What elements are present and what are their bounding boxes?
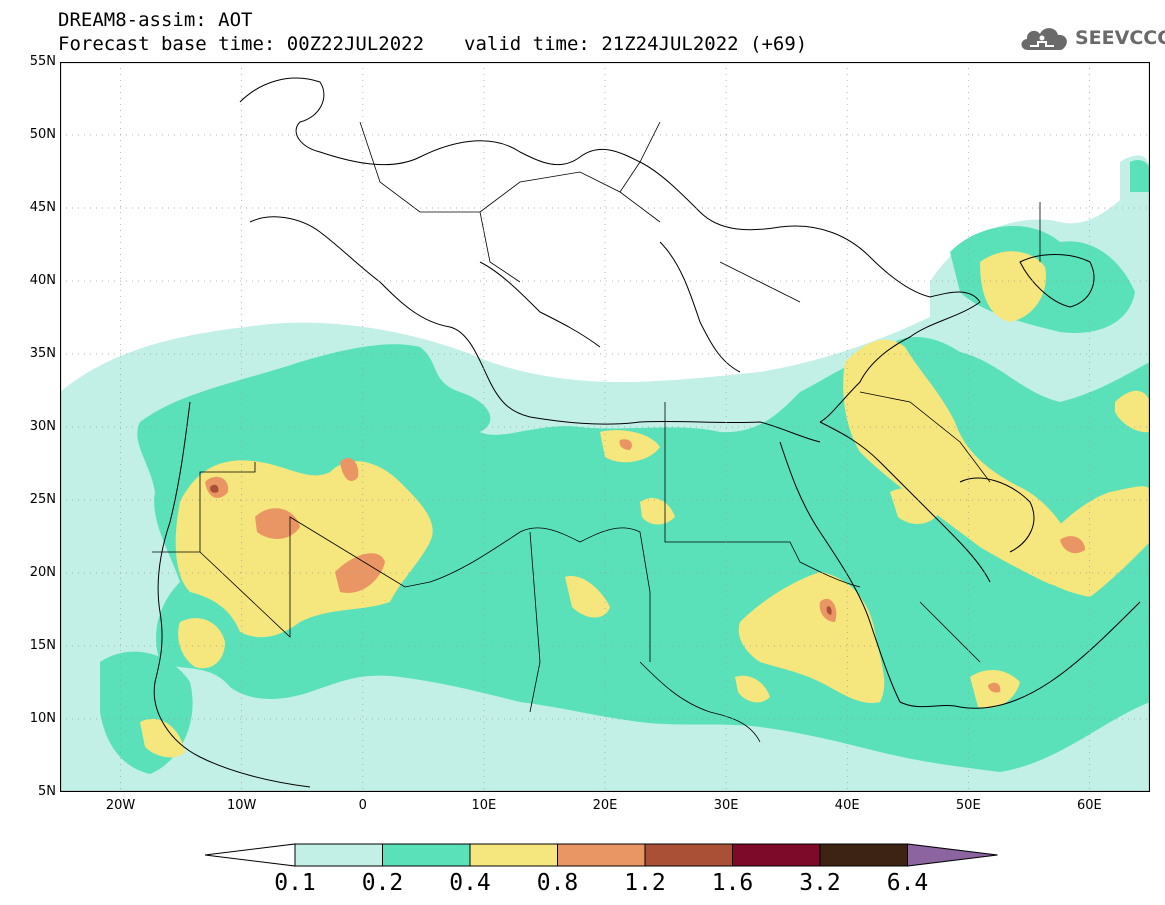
seevccc-logo: SEEVCCC bbox=[1018, 22, 1165, 54]
colorbar-label: 0.2 bbox=[362, 870, 404, 896]
colorbar-label: 1.6 bbox=[712, 870, 754, 896]
lat-label: 5N bbox=[38, 784, 56, 799]
lon-label: 50E bbox=[955, 798, 981, 813]
colorbar: 0.1 0.2 0.4 0.8 1.2 1.6 3.2 6.4 bbox=[205, 843, 998, 896]
lat-label: 50N bbox=[29, 127, 56, 142]
colorbar-segment bbox=[819, 843, 908, 867]
colorbar-label: 0.4 bbox=[449, 870, 491, 896]
colorbar-segment bbox=[294, 843, 383, 867]
chart-subtitle: Forecast base time: 00Z22JUL2022 valid ti… bbox=[58, 35, 807, 54]
aot-shading-0-4 bbox=[140, 251, 1150, 758]
lat-label: 45N bbox=[29, 200, 56, 215]
lon-label: 20W bbox=[105, 798, 136, 813]
colorbar-label: 0.1 bbox=[274, 870, 316, 896]
colorbar-segment bbox=[557, 843, 646, 867]
lat-label: 40N bbox=[29, 273, 56, 288]
aot-map bbox=[60, 62, 1150, 792]
colorbar-segment bbox=[732, 843, 821, 867]
lon-label: 40E bbox=[834, 798, 860, 813]
colorbar-segment bbox=[382, 843, 471, 867]
colorbar-segment bbox=[469, 843, 558, 867]
lat-label: 55N bbox=[29, 54, 56, 69]
lon-label: 0 bbox=[358, 798, 367, 813]
colorbar-high-arrow bbox=[907, 843, 998, 867]
lon-label: 10E bbox=[471, 798, 497, 813]
aot-shading-1-2 bbox=[210, 484, 832, 615]
country-borders bbox=[152, 121, 1041, 743]
colorbar-segment bbox=[644, 843, 733, 867]
lat-label: 15N bbox=[29, 638, 56, 653]
lat-label: 20N bbox=[29, 565, 56, 580]
cloud-icon bbox=[1021, 28, 1067, 50]
colorbar-label: 6.4 bbox=[887, 870, 929, 896]
lon-label: 20E bbox=[592, 798, 618, 813]
map-frame bbox=[60, 62, 1150, 792]
colorbar-label: 0.8 bbox=[537, 870, 579, 896]
colorbar-label: 3.2 bbox=[799, 870, 841, 896]
lat-label: 35N bbox=[29, 346, 56, 361]
colorbar-low-arrow bbox=[205, 843, 296, 867]
lat-label: 25N bbox=[29, 492, 56, 507]
coastlines bbox=[153, 77, 1141, 788]
lat-label: 10N bbox=[29, 711, 56, 726]
lat-label: 30N bbox=[29, 419, 56, 434]
lon-label: 60E bbox=[1077, 798, 1102, 813]
base-time: Forecast base time: 00Z22JUL2022 bbox=[58, 33, 425, 55]
lon-label: 30E bbox=[713, 798, 739, 813]
colorbar-label: 1.2 bbox=[624, 870, 666, 896]
logo-text: SEEVCCC bbox=[1075, 27, 1165, 49]
chart-title: DREAM8-assim: AOT bbox=[58, 9, 253, 31]
lon-label: 10W bbox=[226, 798, 257, 813]
valid-time: valid time: 21Z24JUL2022 (+69) bbox=[464, 33, 808, 55]
aot-shading-0-8 bbox=[205, 439, 1085, 693]
